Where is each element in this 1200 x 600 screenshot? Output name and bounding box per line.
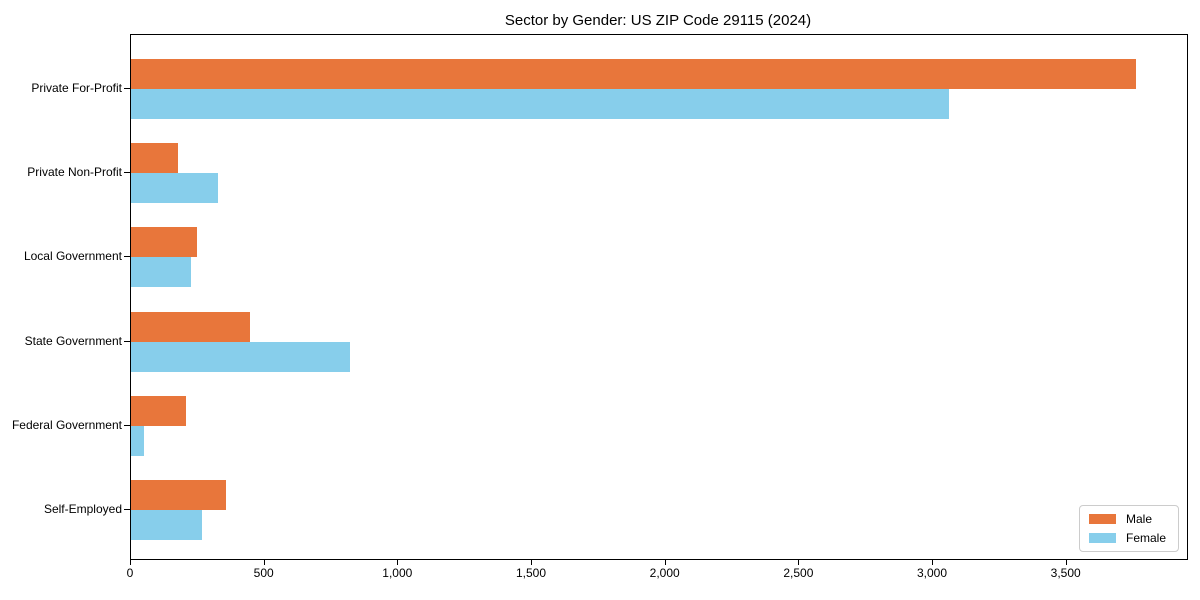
x-axis-tick: [397, 559, 399, 565]
bar-male-self-employed: [131, 480, 226, 510]
x-axis-tick: [263, 559, 265, 565]
x-axis-tick-label: 2,000: [649, 566, 680, 580]
x-axis-tick-label: 2,500: [783, 566, 814, 580]
y-axis-tick: [124, 256, 130, 258]
y-axis-label-local-government: Local Government: [23, 249, 122, 264]
y-axis-label-federal-government: Federal Government: [11, 417, 122, 432]
legend-item-male: Male: [1088, 512, 1166, 526]
x-axis-tick-label: 1,500: [515, 566, 547, 580]
legend-label-female: Female: [1125, 531, 1166, 545]
chart-title: Sector by Gender: US ZIP Code 29115 (202…: [504, 12, 812, 29]
bar-female-private-for-profit: [131, 89, 950, 119]
bar-male-federal-government: [131, 395, 186, 426]
legend-label-male: Male: [1125, 512, 1152, 526]
x-axis-tick-label: 3,500: [1050, 566, 1081, 580]
x-axis-tick-label: 500: [253, 566, 274, 580]
plot-area: Male Female: [130, 34, 1188, 560]
x-axis-tick-label: 0: [126, 566, 134, 580]
bar-male-private-non-profit: [131, 143, 178, 174]
legend-swatch-male: [1088, 514, 1116, 524]
x-axis-tick: [664, 559, 666, 565]
x-axis-tick: [932, 559, 933, 565]
bar-female-federal-government: [131, 425, 145, 456]
y-axis-label-private-for-profit: Private For-Profit: [31, 81, 122, 95]
x-axis-tick: [130, 559, 131, 565]
y-axis-tick: [124, 509, 130, 510]
legend-swatch-female: [1088, 533, 1116, 543]
x-axis-tick: [531, 559, 532, 565]
y-axis-tick: [124, 340, 130, 342]
y-axis-tick: [124, 88, 130, 89]
y-axis-label-private-non-profit: Private Non-Profit: [27, 165, 122, 180]
bar-male-private-for-profit: [131, 59, 1137, 89]
x-axis-tick: [1065, 559, 1067, 565]
bar-female-local-government: [131, 257, 192, 288]
x-axis-tick-label: 1,000: [382, 566, 413, 580]
y-axis-label-state-government: State Government: [24, 333, 122, 348]
bar-female-private-non-profit: [131, 173, 218, 204]
x-axis-tick-label: 3,000: [916, 566, 948, 580]
y-axis-tick: [124, 172, 130, 174]
x-axis-tick: [798, 559, 800, 565]
bar-female-self-employed: [131, 510, 202, 540]
legend: Male Female: [1078, 505, 1179, 552]
bar-male-local-government: [131, 227, 197, 258]
y-axis-tick: [124, 424, 130, 426]
bar-female-state-government: [131, 341, 351, 372]
bar-male-state-government: [131, 311, 250, 342]
y-axis-label-self-employed: Self-Employed: [43, 502, 122, 516]
legend-item-female: Female: [1088, 531, 1166, 545]
